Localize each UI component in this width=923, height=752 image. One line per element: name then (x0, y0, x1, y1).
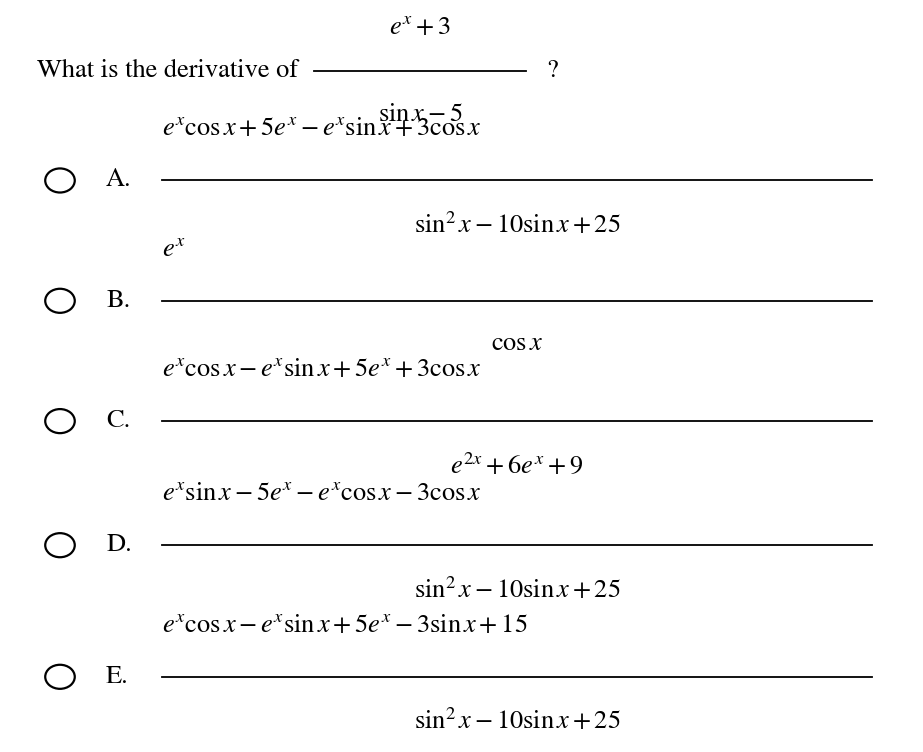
Text: $\cos x$: $\cos x$ (491, 332, 543, 356)
Text: $e^{2x} + 6e^x + 9$: $e^{2x} + 6e^x + 9$ (450, 453, 583, 478)
Text: ?: ? (546, 59, 558, 83)
Text: B.: B. (106, 289, 130, 313)
Text: $e^x \sin x - 5e^x - e^x \cos x - 3 \cos x$: $e^x \sin x - 5e^x - e^x \cos x - 3 \cos… (162, 482, 481, 506)
Text: $e^x \cos x + 5e^x - e^x \sin x + 3 \cos x$: $e^x \cos x + 5e^x - e^x \sin x + 3 \cos… (162, 117, 481, 141)
Text: $\sin^2 x - 10 \sin x + 25$: $\sin^2 x - 10 \sin x + 25$ (414, 577, 620, 604)
Text: $e^x \cos x - e^x \sin x + 5e^x - 3 \sin x + 15$: $e^x \cos x - e^x \sin x + 5e^x - 3 \sin… (162, 614, 527, 638)
Text: E.: E. (106, 665, 129, 689)
Text: D.: D. (106, 533, 132, 557)
Text: $e^x + 3$: $e^x + 3$ (389, 16, 451, 40)
Text: $e^x \cos x - e^x \sin x + 5e^x + 3 \cos x$: $e^x \cos x - e^x \sin x + 5e^x + 3 \cos… (162, 358, 481, 382)
Text: $\sin x - 5$: $\sin x - 5$ (378, 103, 462, 127)
Text: A.: A. (106, 168, 132, 193)
Text: $e^x$: $e^x$ (162, 238, 186, 262)
Text: $\sin^2 x - 10 \sin x + 25$: $\sin^2 x - 10 \sin x + 25$ (414, 212, 620, 239)
Text: What is the derivative of: What is the derivative of (37, 59, 298, 83)
Text: C.: C. (106, 409, 130, 433)
Text: $\sin^2 x - 10 \sin x + 25$: $\sin^2 x - 10 \sin x + 25$ (414, 708, 620, 735)
